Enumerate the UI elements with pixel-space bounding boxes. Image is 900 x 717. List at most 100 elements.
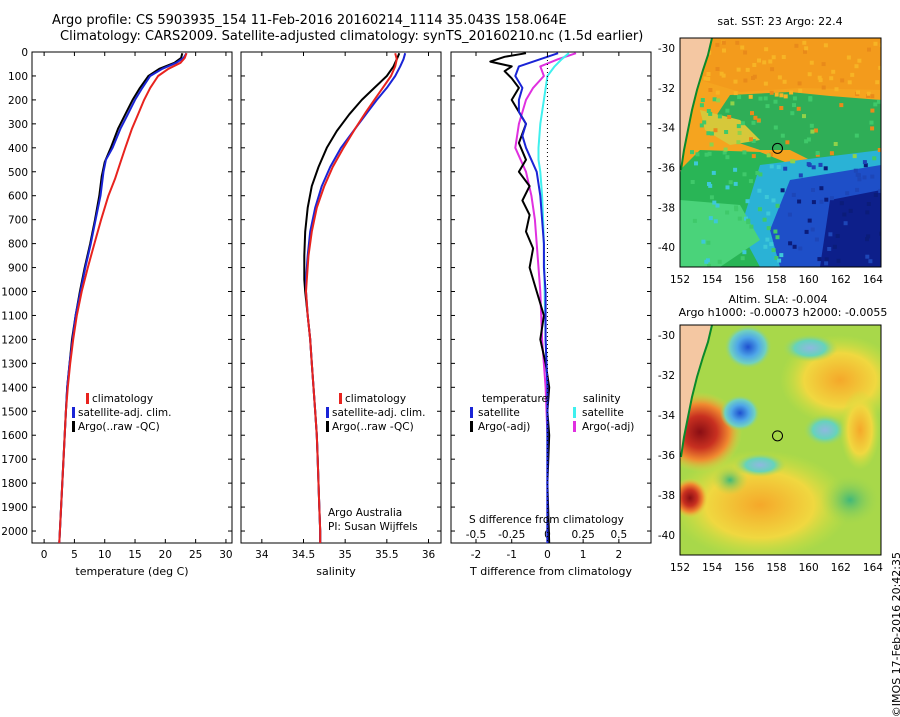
- sst-pixel: [773, 99, 778, 104]
- depth-tick-label: 1700: [1, 454, 28, 466]
- sst-pixel: [740, 45, 745, 50]
- sst-pixel: [804, 229, 809, 234]
- sst-map-lon-label: 160: [799, 274, 819, 286]
- sst-pixel: [866, 234, 871, 239]
- legend-label-salinity-argo: Argo(-adj): [582, 421, 634, 433]
- sst-pixel: [821, 85, 826, 90]
- sla-map-lat-label: -40: [658, 530, 675, 542]
- difference-legend: temperature satellite Argo(-adj) salinit…: [469, 393, 634, 526]
- sst-pixel: [835, 234, 840, 238]
- sst-pixel: [725, 185, 730, 190]
- sst-pixel: [743, 50, 748, 55]
- sla-map: [680, 325, 881, 555]
- depth-tick-label: 1800: [1, 478, 28, 490]
- sst-map-lon-label: 154: [702, 274, 722, 286]
- sst-pixel: [810, 129, 815, 134]
- depth-tick-label: 1500: [1, 406, 28, 418]
- sst-pixel: [867, 47, 871, 52]
- sst-pixel: [866, 202, 871, 206]
- legend-label-satellite: satellite-adj. clim.: [332, 407, 425, 419]
- legend-label-climatology: climatology: [345, 393, 406, 405]
- sst-pixel: [734, 205, 738, 210]
- temperature-xtick-label: 20: [159, 549, 172, 561]
- sst-pixel: [807, 72, 812, 77]
- sst-pixel: [782, 79, 787, 84]
- sst-pixel: [847, 80, 852, 85]
- sst-pixel: [865, 254, 870, 259]
- temperature-series-satellite-adj-clim: [58, 52, 188, 544]
- depth-tick-label: 200: [8, 95, 28, 107]
- s-difference-tick-label: -0.5: [466, 529, 487, 541]
- sst-pixel: [768, 59, 773, 64]
- sla-blue-eddy-center: [720, 395, 760, 431]
- sst-pixel: [873, 41, 878, 46]
- sst-pixel: [723, 147, 728, 152]
- sst-green-band: [710, 92, 881, 165]
- sla-map-lat-label: -34: [658, 410, 675, 422]
- sst-pixel: [707, 151, 712, 156]
- temperature-xtick-label: 25: [189, 549, 202, 561]
- sst-pixel: [776, 165, 781, 170]
- difference-xtick-label: 0: [544, 549, 551, 561]
- sst-pixel: [712, 97, 717, 102]
- sst-pixel: [811, 165, 816, 170]
- sst-pixel: [872, 156, 877, 161]
- sst-pixel: [823, 166, 828, 171]
- sst-pixel: [740, 121, 745, 126]
- sst-pixel: [757, 188, 762, 193]
- figure-title-line1: Argo profile: CS 5903935_154 11-Feb-2016…: [52, 13, 567, 28]
- sst-yellow-patch: [700, 110, 760, 145]
- sst-pixel: [725, 155, 730, 160]
- sst-pixel: [690, 150, 694, 155]
- sst-pixel: [857, 177, 862, 182]
- sst-pixel: [866, 91, 871, 96]
- sst-pixel: [862, 175, 867, 180]
- depth-tick-label: 0: [21, 47, 28, 59]
- sst-pixel: [722, 48, 726, 53]
- sst-pixel: [737, 216, 742, 221]
- sst-pixel: [737, 95, 742, 100]
- sst-pixel: [706, 240, 711, 245]
- sst-pixel: [797, 199, 802, 204]
- sst-pixel: [762, 217, 767, 222]
- sst-pixel: [824, 261, 829, 266]
- sst-pixel: [829, 76, 834, 81]
- depth-tick-label: 1600: [1, 430, 28, 442]
- sst-pixel: [789, 90, 794, 95]
- sst-pixel: [749, 224, 754, 229]
- sst-pixel: [769, 90, 774, 95]
- sst-pixel: [814, 237, 819, 242]
- sla-red-eddy-south: [680, 478, 708, 518]
- sst-pixel: [802, 114, 806, 119]
- difference-xtick-label: 2: [616, 549, 623, 561]
- depth-tick-label: 900: [8, 263, 28, 275]
- sst-pixel: [854, 133, 859, 138]
- sst-pixel: [722, 150, 727, 155]
- depth-tick-label: 700: [8, 215, 28, 227]
- sst-pixel: [843, 221, 848, 226]
- sst-pixel: [766, 211, 771, 216]
- salinity-legend: climatology satellite-adj. clim. Argo(..…: [326, 393, 425, 533]
- sst-pixel: [785, 140, 790, 145]
- sst-pixel: [715, 67, 720, 71]
- legend-label-argo: Argo(..raw -QC): [78, 421, 160, 433]
- sst-pixel: [746, 220, 751, 225]
- sst-pixel: [779, 106, 784, 110]
- sla-green-patch-east: [820, 474, 880, 526]
- sst-pixel: [742, 172, 747, 177]
- sst-pixel: [706, 109, 711, 113]
- sst-pixel: [824, 257, 829, 262]
- sst-pixel: [715, 203, 720, 208]
- sst-pixel: [700, 98, 705, 102]
- sst-pixel: [829, 196, 834, 201]
- sst-pixel: [831, 69, 836, 74]
- sst-pixel: [865, 237, 869, 242]
- sst-pixel: [794, 43, 799, 48]
- sla-yellow-patch-far-east: [840, 390, 880, 470]
- temperature-xtick-label: 15: [128, 549, 141, 561]
- legend-swatch-satellite: [72, 407, 75, 418]
- sst-pixel: [694, 161, 698, 166]
- sst-pixel: [774, 92, 779, 97]
- legend-heading-temperature: temperature: [482, 393, 548, 405]
- legend-swatch-climatology: [339, 393, 342, 404]
